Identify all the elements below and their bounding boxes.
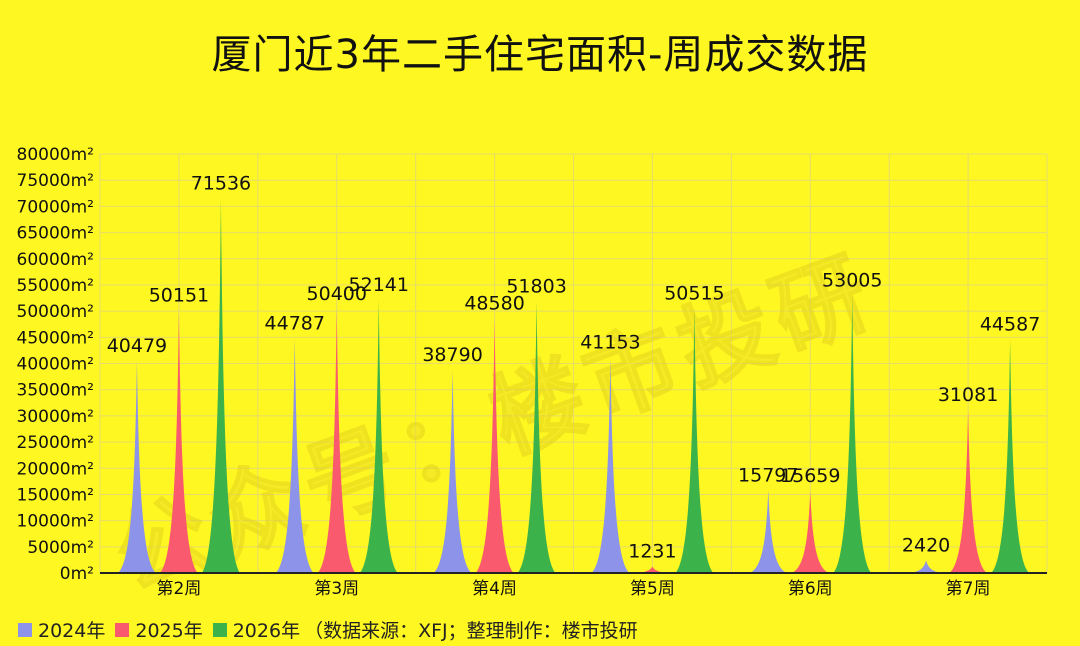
x-tick-label: 第5周 xyxy=(630,579,675,599)
y-tick-label: 65000m² xyxy=(17,224,94,244)
axis-layer: 0m² 5000m² 10000m² 15000m² 20000m² 25000m² 300… xyxy=(17,145,1047,599)
legend-swatch-2025 xyxy=(115,622,130,637)
spike-2025年-第2周 xyxy=(159,310,198,573)
y-tick-label: 60000m² xyxy=(17,250,94,270)
data-label: 44787 xyxy=(265,312,325,334)
legend-item-2026: 2026年 （数据来源：XFJ；整理制作：楼市投研 xyxy=(212,616,638,643)
y-tick-label: 40000m² xyxy=(17,355,94,375)
y-tick-label: 50000m² xyxy=(17,302,94,322)
y-tick-label: 10000m² xyxy=(17,512,94,532)
data-label: 38790 xyxy=(422,344,482,366)
spike-2025年-第7周 xyxy=(949,410,988,573)
y-tick-label: 0m² xyxy=(60,564,94,584)
data-label: 15797 xyxy=(738,464,798,486)
data-label: 41153 xyxy=(580,331,640,353)
data-label: 2420 xyxy=(902,534,950,556)
legend-label-2024: 2024年 xyxy=(38,620,106,642)
legend-item-2024: 2024年 xyxy=(18,616,105,643)
data-label: 53005 xyxy=(822,269,882,291)
spike-2025年-第5周 xyxy=(633,566,672,573)
chart-title: 厦门近3年二手住宅面积-周成交数据 xyxy=(211,32,869,78)
spike-2024年-第4周 xyxy=(433,369,472,573)
data-label: 15659 xyxy=(780,465,840,487)
spike-2025年-第4周 xyxy=(475,318,514,573)
grid-layer xyxy=(99,153,1048,574)
x-tick-label: 第6周 xyxy=(788,579,833,599)
data-label: 52141 xyxy=(349,274,409,296)
legend-label-2025: 2025年 xyxy=(135,620,203,642)
spike-2026年-第4周 xyxy=(517,301,556,573)
spike-2025年-第6周 xyxy=(791,490,830,573)
x-tick-label: 第3周 xyxy=(314,579,359,599)
y-tick-label: 45000m² xyxy=(17,328,94,348)
legend-swatch-2024 xyxy=(18,622,32,637)
y-tick-label: 35000m² xyxy=(17,381,94,401)
data-label: 50151 xyxy=(149,284,209,306)
y-tick-label: 70000m² xyxy=(17,197,94,217)
source-note: （数据来源：XFJ；整理制作：楼市投研 xyxy=(304,620,638,642)
data-label: 31081 xyxy=(938,384,998,406)
y-tick-label: 55000m² xyxy=(17,276,94,296)
x-tick-label: 第4周 xyxy=(472,579,517,599)
data-label: 50515 xyxy=(664,282,724,304)
data-label: 48580 xyxy=(464,293,524,315)
data-label: 50400 xyxy=(307,283,367,305)
y-tick-label: 15000m² xyxy=(17,485,94,505)
spike-2026年-第6周 xyxy=(833,295,872,573)
spike-2026年-第3周 xyxy=(359,299,398,573)
data-label: 44587 xyxy=(980,313,1040,335)
data-label: 1231 xyxy=(628,541,676,563)
spike-2024年-第7周 xyxy=(907,560,946,573)
data-label-layer: 40479 44787 38790 41153 15797 2420 50151 50400 4… xyxy=(107,172,1041,562)
y-tick-label: 80000m² xyxy=(17,145,94,165)
spike-2025年-第3周 xyxy=(317,309,356,573)
spike-2024年-第3周 xyxy=(275,338,314,573)
x-tick-label: 第2周 xyxy=(157,579,202,599)
legend-item-2025: 2025年 xyxy=(115,616,203,643)
spike-2024年-第2周 xyxy=(117,360,156,573)
spike-2024年-第6周 xyxy=(749,490,788,573)
spike-2026年-第2周 xyxy=(201,198,240,573)
y-tick-label: 25000m² xyxy=(17,433,94,453)
y-tick-label: 75000m² xyxy=(17,171,94,191)
data-label: 51803 xyxy=(506,276,566,298)
data-label: 40479 xyxy=(107,335,167,357)
legend-label-2026: 2026年 xyxy=(232,620,301,642)
legend-swatch-2026 xyxy=(212,622,227,637)
series-layer xyxy=(117,198,1030,573)
y-tick-label: 20000m² xyxy=(17,459,94,479)
legend: 2024年 2025年 2026年 （数据来源：XFJ；整理制作：楼市投研 xyxy=(18,616,648,643)
y-tick-label: 30000m² xyxy=(17,407,94,427)
spike-2024年-第5周 xyxy=(591,357,630,573)
x-tick-label: 第7周 xyxy=(946,579,991,599)
y-tick-label: 5000m² xyxy=(27,538,94,558)
data-label: 71536 xyxy=(191,172,251,194)
spike-2026年-第5周 xyxy=(675,308,714,573)
spike-2026年-第7周 xyxy=(991,339,1030,573)
